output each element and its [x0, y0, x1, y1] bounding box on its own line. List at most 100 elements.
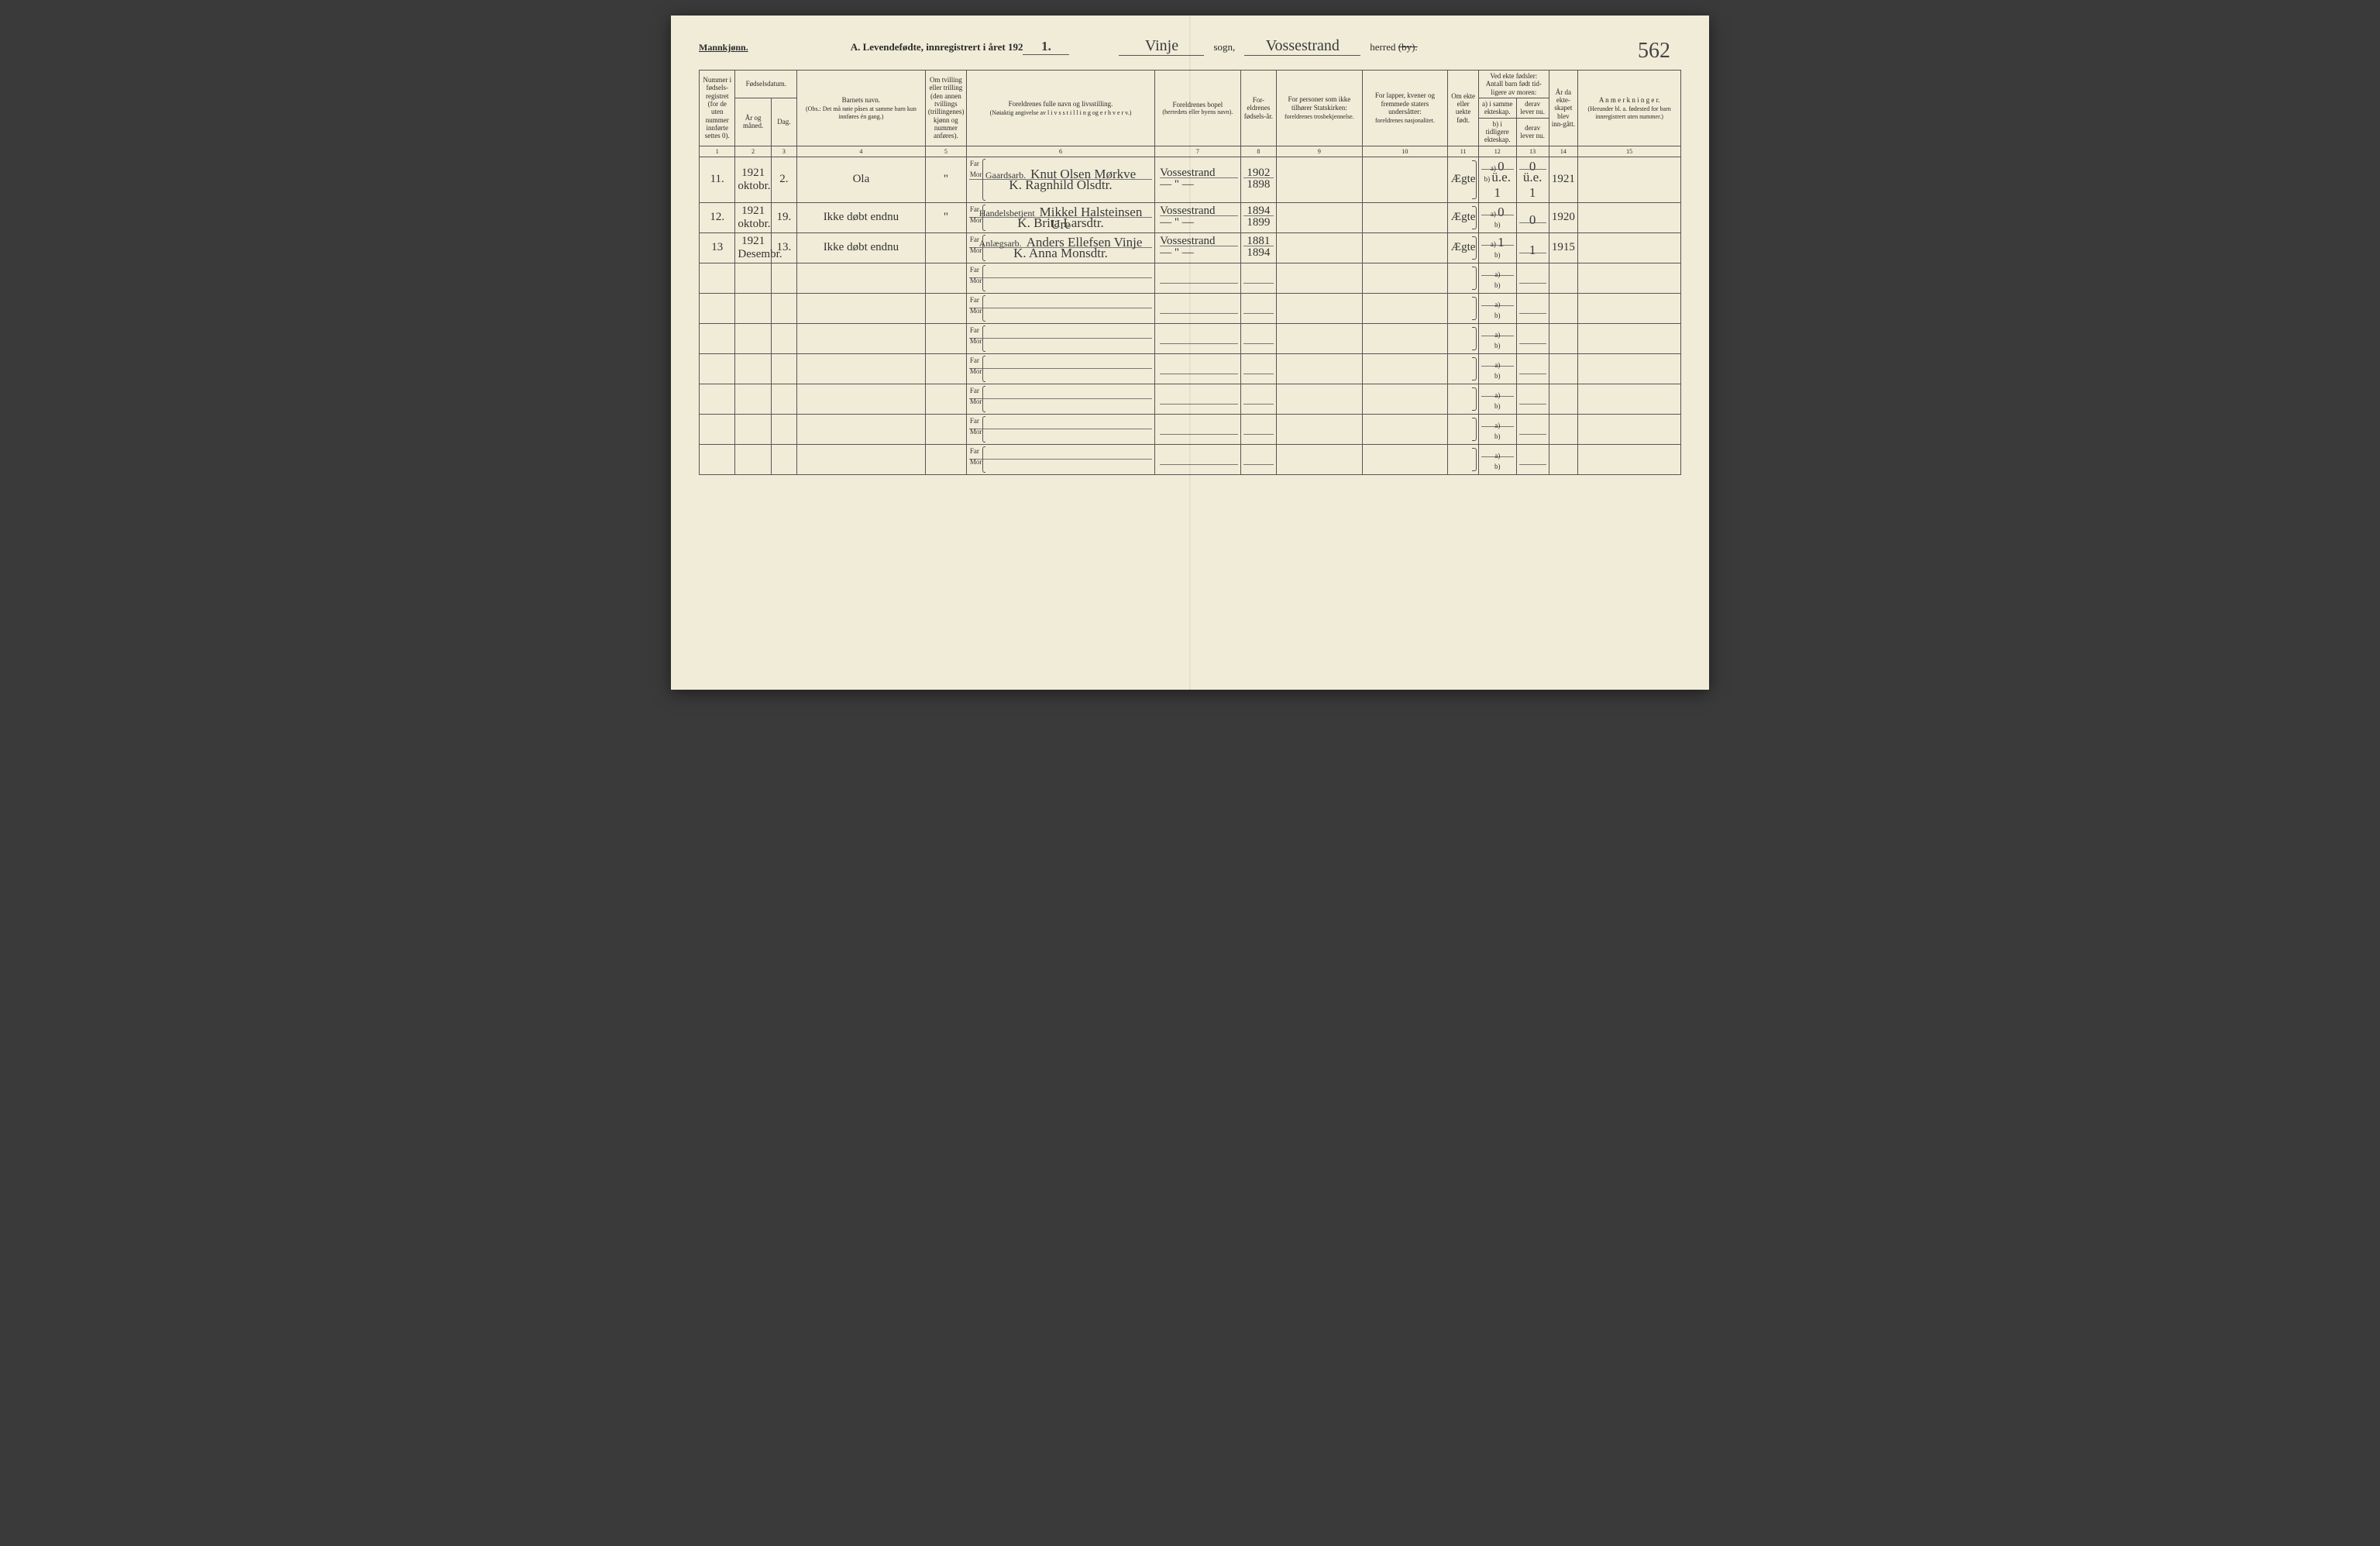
cell-parents: FarHandelsbetjentMikkel Halsteinsen UreM… — [966, 202, 1154, 232]
cell-child — [797, 293, 926, 323]
cell-day: 19. — [771, 202, 796, 232]
cell-prior: a) 0b) ü.e. 1 — [1478, 157, 1516, 202]
fy-far: 1894 — [1243, 205, 1274, 216]
cell-twin: " — [925, 202, 966, 232]
cell-bopel — [1155, 384, 1241, 414]
cell-church — [1277, 232, 1363, 263]
cell-fy — [1240, 444, 1276, 474]
cell-lever — [1516, 293, 1549, 323]
cell-bopel: Vossestrand— " — — [1155, 202, 1241, 232]
th-day: Dag. — [771, 98, 796, 146]
cell-prior: a) b) — [1478, 263, 1516, 293]
cell-parents: FarMor — [966, 384, 1154, 414]
bopel-far — [1160, 394, 1238, 405]
cell-marr — [1549, 263, 1578, 293]
coln-10: 10 — [1362, 146, 1448, 157]
cell-prior: a) b) — [1478, 384, 1516, 414]
cell-child — [797, 414, 926, 444]
cell-twin — [925, 232, 966, 263]
cell-church — [1277, 384, 1363, 414]
cell-twin: " — [925, 157, 966, 202]
cell-day — [771, 323, 796, 353]
cell-nation — [1362, 232, 1448, 263]
cell-legit — [1448, 353, 1479, 384]
th-fyear: For-eldrenes fødsels-år. — [1240, 71, 1276, 146]
coln-3: 3 — [771, 146, 796, 157]
cell-marr: 1915 — [1549, 232, 1578, 263]
cell-nation — [1362, 202, 1448, 232]
th-remarks-b: (Herunder bl. a. fødested for barn innre… — [1580, 105, 1678, 119]
cell-remarks — [1578, 414, 1681, 444]
coln-9: 9 — [1277, 146, 1363, 157]
cell-legit — [1448, 263, 1479, 293]
cell-lever — [1516, 384, 1549, 414]
cell-parents: FarAnlægsarb.Anders Ellefsen VinjeMorK. … — [966, 232, 1154, 263]
cell-marr: 1920 — [1549, 202, 1578, 232]
cell-fy — [1240, 384, 1276, 414]
fy-far — [1243, 273, 1274, 284]
cell-fy — [1240, 414, 1276, 444]
cell-nation — [1362, 323, 1448, 353]
sogn-value: Vinje — [1119, 37, 1204, 56]
cell-marr — [1549, 444, 1578, 474]
cell-nation — [1362, 157, 1448, 202]
cell-num: 11. — [700, 157, 735, 202]
herred-label: herred (by). — [1370, 41, 1417, 53]
th-ym: År og måned. — [735, 98, 771, 146]
cell-parents: FarMor — [966, 323, 1154, 353]
cell-remarks — [1578, 353, 1681, 384]
cell-num: 13 — [700, 232, 735, 263]
cell-remarks — [1578, 384, 1681, 414]
book-spine — [1189, 15, 1191, 690]
cell-parents: FarGaardsarb.Knut Olsen MørkveMorK. Ragn… — [966, 157, 1154, 202]
cell-year-month — [735, 323, 771, 353]
th-nation: For lapper, kvener og fremmede staters u… — [1362, 71, 1448, 146]
section-title: A. Levendefødte, innregistrert i året 19… — [851, 39, 1070, 55]
cell-lever: 1 — [1516, 232, 1549, 263]
cell-num: 12. — [700, 202, 735, 232]
th-bopel-b: (herredets eller byens navn). — [1157, 108, 1238, 115]
th-date: Fødselsdatum. — [735, 71, 797, 98]
cell-legit — [1448, 384, 1479, 414]
cell-twin — [925, 414, 966, 444]
cell-prior: a) 1b) — [1478, 232, 1516, 263]
cell-num — [700, 263, 735, 293]
cell-lever — [1516, 263, 1549, 293]
cell-prior: a) b) — [1478, 414, 1516, 444]
cell-legit — [1448, 414, 1479, 444]
fy-far — [1243, 363, 1274, 374]
cell-marr — [1549, 353, 1578, 384]
register-page: 562 Mannkjønn. A. Levendefødte, innregis… — [671, 15, 1709, 690]
cell-day — [771, 414, 796, 444]
fy-far — [1243, 454, 1274, 465]
cell-year-month: 1921 Desembr. — [735, 232, 771, 263]
cell-church — [1277, 323, 1363, 353]
fy-mor: 1894 — [1247, 246, 1270, 259]
cell-prior: a) b) — [1478, 444, 1516, 474]
cell-num — [700, 353, 735, 384]
prior-b: ü.e. 1 — [1491, 170, 1511, 200]
cell-day — [771, 263, 796, 293]
bopel-far — [1160, 273, 1238, 284]
th-parents: Foreldrenes fulle navn og livsstilling. … — [966, 71, 1154, 146]
cell-church — [1277, 414, 1363, 444]
cell-marr — [1549, 384, 1578, 414]
cell-fy — [1240, 293, 1276, 323]
cell-bopel — [1155, 444, 1241, 474]
cell-child: Ikke døbt endnu — [797, 202, 926, 232]
cell-child — [797, 384, 926, 414]
bopel-far — [1160, 454, 1238, 465]
cell-num — [700, 384, 735, 414]
cell-nation — [1362, 263, 1448, 293]
section-title-text: A. Levendefødte, innregistrert i året 19… — [851, 41, 1023, 53]
bopel-far — [1160, 303, 1238, 314]
herred-value: Vossestrand — [1244, 37, 1360, 56]
coln-4: 4 — [797, 146, 926, 157]
th-marr: År da ekte-skapet blev inn-gått. — [1549, 71, 1578, 146]
cell-twin — [925, 323, 966, 353]
th-legit: Om ekte eller uekte født. — [1448, 71, 1479, 146]
th-prev: b) i tidligere ekteskap. — [1478, 118, 1516, 146]
cell-twin — [925, 263, 966, 293]
th-remarks-a: A n m e r k n i n g e r. — [1580, 96, 1678, 104]
cell-church — [1277, 263, 1363, 293]
